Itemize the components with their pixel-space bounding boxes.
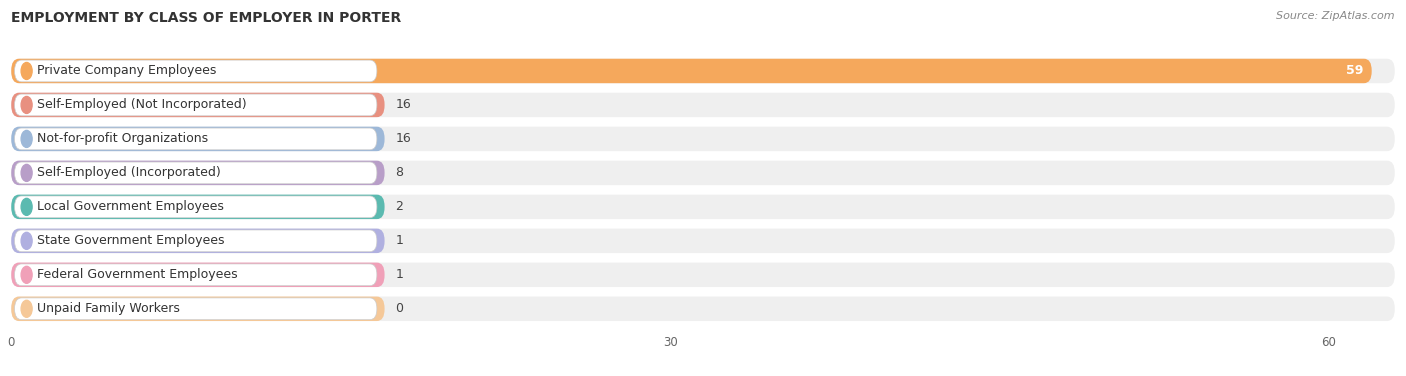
FancyBboxPatch shape — [11, 93, 1395, 117]
Text: State Government Employees: State Government Employees — [37, 234, 224, 247]
Text: 59: 59 — [1346, 64, 1362, 77]
FancyBboxPatch shape — [11, 195, 1395, 219]
Circle shape — [21, 62, 32, 79]
FancyBboxPatch shape — [14, 230, 377, 252]
Circle shape — [21, 164, 32, 181]
Text: Federal Government Employees: Federal Government Employees — [37, 268, 238, 281]
FancyBboxPatch shape — [11, 297, 385, 321]
Circle shape — [21, 300, 32, 317]
FancyBboxPatch shape — [11, 195, 385, 219]
Text: Source: ZipAtlas.com: Source: ZipAtlas.com — [1277, 11, 1395, 21]
Text: 8: 8 — [395, 167, 404, 179]
FancyBboxPatch shape — [11, 59, 1372, 83]
FancyBboxPatch shape — [14, 128, 377, 150]
Circle shape — [21, 266, 32, 283]
Text: Unpaid Family Workers: Unpaid Family Workers — [37, 302, 180, 315]
Circle shape — [21, 130, 32, 147]
Text: Not-for-profit Organizations: Not-for-profit Organizations — [37, 132, 208, 146]
FancyBboxPatch shape — [11, 297, 1395, 321]
FancyBboxPatch shape — [14, 264, 377, 286]
FancyBboxPatch shape — [11, 161, 1395, 185]
Text: EMPLOYMENT BY CLASS OF EMPLOYER IN PORTER: EMPLOYMENT BY CLASS OF EMPLOYER IN PORTE… — [11, 11, 402, 25]
FancyBboxPatch shape — [11, 229, 385, 253]
FancyBboxPatch shape — [14, 196, 377, 218]
Text: Local Government Employees: Local Government Employees — [37, 200, 224, 213]
Circle shape — [21, 232, 32, 249]
FancyBboxPatch shape — [11, 262, 1395, 287]
Text: Private Company Employees: Private Company Employees — [37, 64, 217, 77]
FancyBboxPatch shape — [11, 262, 385, 287]
FancyBboxPatch shape — [11, 59, 1395, 83]
FancyBboxPatch shape — [11, 127, 385, 151]
Text: 1: 1 — [395, 268, 404, 281]
Circle shape — [21, 199, 32, 215]
FancyBboxPatch shape — [11, 127, 1395, 151]
FancyBboxPatch shape — [14, 60, 377, 82]
Text: 2: 2 — [395, 200, 404, 213]
FancyBboxPatch shape — [11, 161, 385, 185]
Text: 1: 1 — [395, 234, 404, 247]
Text: Self-Employed (Incorporated): Self-Employed (Incorporated) — [37, 167, 221, 179]
Circle shape — [21, 97, 32, 114]
Text: 16: 16 — [395, 132, 412, 146]
FancyBboxPatch shape — [11, 93, 385, 117]
Text: 0: 0 — [395, 302, 404, 315]
FancyBboxPatch shape — [14, 298, 377, 320]
Text: 16: 16 — [395, 99, 412, 111]
FancyBboxPatch shape — [14, 162, 377, 184]
FancyBboxPatch shape — [14, 94, 377, 116]
Text: Self-Employed (Not Incorporated): Self-Employed (Not Incorporated) — [37, 99, 246, 111]
FancyBboxPatch shape — [11, 229, 1395, 253]
